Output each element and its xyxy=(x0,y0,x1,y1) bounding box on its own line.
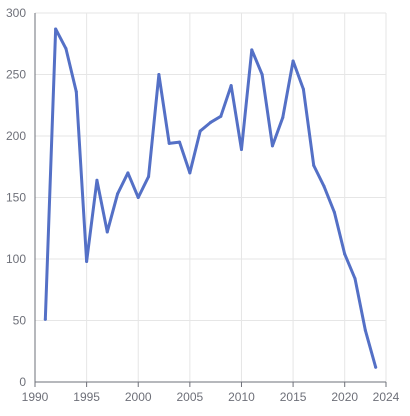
data-point xyxy=(147,175,151,179)
data-point xyxy=(209,120,212,124)
data-point xyxy=(198,129,202,133)
data-point xyxy=(312,164,316,168)
data-point xyxy=(260,73,264,76)
y-tick-label: 250 xyxy=(6,68,26,82)
x-tick-label: 2000 xyxy=(125,390,152,404)
data-point xyxy=(167,141,171,145)
y-tick-label: 150 xyxy=(6,191,26,205)
data-point xyxy=(270,144,274,148)
data-point xyxy=(332,210,336,214)
data-point xyxy=(343,252,347,256)
y-tick-label: 50 xyxy=(13,314,27,328)
y-tick-label: 0 xyxy=(19,375,26,389)
data-point xyxy=(219,114,223,118)
data-point xyxy=(363,328,367,332)
data-point xyxy=(291,59,295,63)
data-point xyxy=(301,87,305,91)
x-tick-label: 2020 xyxy=(331,390,358,404)
y-tick-label: 200 xyxy=(6,129,26,143)
data-point xyxy=(374,365,378,369)
data-point xyxy=(95,178,99,182)
data-point xyxy=(178,140,182,144)
data-point xyxy=(353,277,357,281)
data-point xyxy=(64,47,68,51)
data-point xyxy=(74,90,78,94)
data-point xyxy=(105,230,109,234)
data-point xyxy=(85,259,89,263)
data-point xyxy=(229,84,233,88)
series-line xyxy=(43,27,378,369)
x-tick-label: 2010 xyxy=(228,390,255,404)
data-point xyxy=(322,184,326,188)
data-point xyxy=(136,196,140,199)
y-tick-label: 100 xyxy=(6,252,26,266)
data-point xyxy=(116,192,120,196)
data-point xyxy=(54,27,58,31)
x-tick-label: 2024 xyxy=(373,390,400,404)
tick-labels: 0 50 100 150 200 250 300 1990 1995 2000 2005 2010 20… xyxy=(6,6,400,404)
data-point xyxy=(281,116,285,120)
data-point xyxy=(250,48,254,52)
x-tick-label: 2015 xyxy=(280,390,307,404)
data-point xyxy=(126,171,130,175)
x-tick-label: 1995 xyxy=(73,390,100,404)
axes xyxy=(34,13,387,387)
data-point xyxy=(239,148,243,152)
data-point xyxy=(43,317,47,321)
data-point xyxy=(188,171,192,175)
series-group xyxy=(43,27,378,369)
x-tick-label: 1990 xyxy=(22,390,49,404)
grid xyxy=(35,12,387,382)
x-tick-label: 2005 xyxy=(177,390,204,404)
data-point xyxy=(157,73,161,76)
y-tick-label: 300 xyxy=(6,6,26,20)
